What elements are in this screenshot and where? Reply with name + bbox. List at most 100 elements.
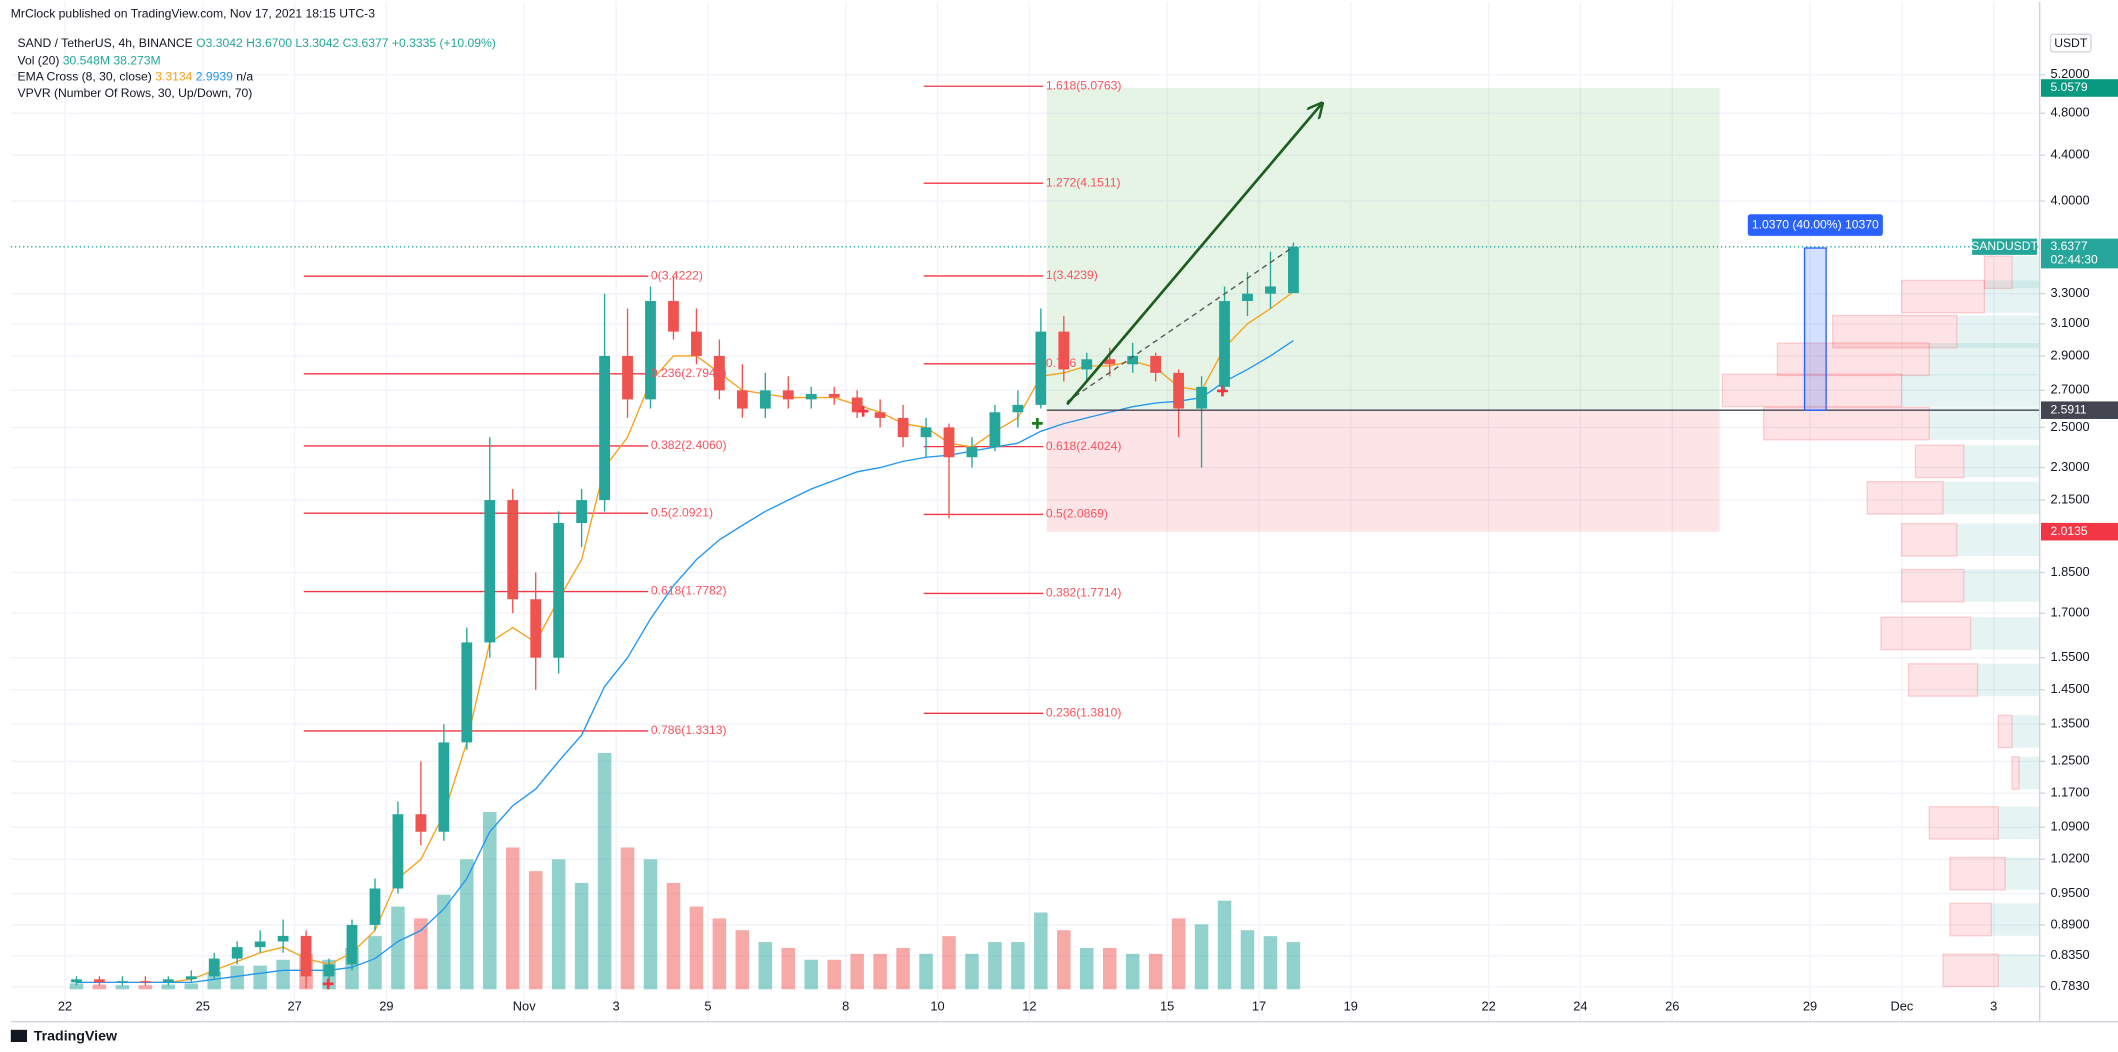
brand: TradingView — [34, 1028, 118, 1044]
volume-bar — [1125, 953, 1140, 990]
x-tick-label: 26 — [1665, 998, 1679, 1013]
candle-body — [208, 958, 220, 977]
candle-body — [1058, 331, 1070, 370]
volume-bar — [919, 953, 933, 990]
price-badge-box — [2041, 522, 2118, 541]
x-tick-label: Nov — [513, 998, 536, 1013]
vpvr-up — [1998, 954, 2040, 987]
drawings-back — [303, 85, 1720, 732]
candle-body — [874, 412, 886, 418]
candle-body — [392, 814, 404, 889]
candle-body — [139, 981, 151, 983]
x-tick-label: 12 — [1022, 998, 1036, 1013]
vpvr-up — [2012, 715, 2040, 748]
volume-bar — [460, 859, 474, 990]
volume-bar — [368, 936, 382, 990]
volume-bar — [574, 882, 589, 990]
fib-label: 0.382(1.7714) — [1046, 586, 1122, 600]
candle-body — [162, 979, 174, 983]
vpvr-down — [1900, 568, 1965, 603]
volume-bar — [551, 859, 566, 990]
indicator-value: 30.548M — [63, 54, 110, 68]
fib-label: 0.618(1.7782) — [651, 584, 727, 598]
y-tick-label: 2.3000 — [2050, 459, 2089, 474]
volume-bar — [1263, 936, 1278, 990]
vpvr-up — [1991, 903, 2040, 936]
symbol-legend: SAND / TetherUS, 4h, BINANCE O3.3042 H3.… — [18, 36, 496, 50]
candle-body — [1012, 404, 1024, 413]
publisher: MrClock published on TradingView.com, No… — [11, 6, 375, 20]
low: L3.3042 — [295, 36, 339, 50]
y-tick-label: 2.5000 — [2050, 419, 2089, 434]
candle-body — [599, 355, 610, 501]
volume-bar — [1080, 947, 1094, 990]
x-tick-label: 29 — [379, 998, 393, 1013]
price-badge: 2.0135 — [2050, 524, 2087, 538]
candle-body — [1081, 359, 1093, 370]
signal-markers — [322, 385, 1228, 990]
y-tick-label: 1.1700 — [2050, 785, 2089, 800]
candle-body — [1242, 293, 1253, 302]
volume-bar — [896, 947, 910, 990]
x-tick-label: 22 — [58, 998, 72, 1013]
vpvr-up — [1956, 523, 2040, 556]
candle-body — [782, 390, 794, 400]
volume-bar — [850, 953, 864, 990]
vpvr-down — [1866, 480, 1944, 515]
x-tick-label: 19 — [1344, 998, 1358, 1013]
drawings-front: 0(3.4222) 0.236(2.7944) 0.382(2.4060) 0.5(2… — [10, 78, 2040, 737]
volume-bar — [781, 947, 796, 990]
volume-bar — [528, 871, 543, 990]
vpvr-up — [2005, 857, 2040, 890]
last-price-badge-box — [2041, 238, 2118, 269]
candle-body — [805, 393, 817, 400]
candle-body — [1104, 359, 1116, 365]
y-tick-label: 0.9500 — [2050, 885, 2089, 900]
x-tick-label: 10 — [930, 998, 944, 1013]
candle-body — [1288, 246, 1299, 294]
candle-body — [736, 390, 748, 409]
volume-bar — [1240, 930, 1255, 990]
measure-range — [1803, 247, 1827, 411]
volume-bar — [1171, 918, 1186, 990]
y-tick-label: 1.7000 — [2050, 605, 2089, 620]
trend-line — [1066, 248, 1291, 403]
vpvr-up — [2012, 256, 2040, 289]
vpvr-up — [1970, 617, 2040, 650]
candle-body — [966, 447, 978, 458]
candle-body — [668, 301, 679, 332]
grid — [10, 1, 2040, 1022]
volume-bar — [827, 959, 841, 990]
volume-bar — [712, 918, 727, 990]
candle-body — [713, 355, 725, 391]
brand-logo — [10, 1029, 28, 1042]
y-tick-label: 2.7000 — [2050, 382, 2089, 397]
y-tick-label: 1.8500 — [2050, 564, 2089, 579]
fib-label: 0.5(2.0921) — [651, 505, 713, 519]
vpvr-down — [1983, 255, 2013, 290]
volume-bar — [1011, 942, 1025, 990]
indicator-name: Vol (20) — [18, 54, 60, 68]
candle-body — [300, 935, 312, 977]
candle-body — [759, 390, 771, 409]
y-tick-label: 4.8000 — [2050, 105, 2089, 120]
volume-bar — [643, 859, 658, 990]
x-tick-label: 29 — [1803, 998, 1817, 1013]
candle-body — [484, 500, 496, 643]
vpvr-up — [1998, 806, 2040, 840]
y-tick-label: 0.7830 — [2050, 978, 2089, 993]
candle-body — [254, 941, 266, 948]
vpvr-up — [2018, 756, 2040, 790]
fib-label: 0.5(2.0869) — [1046, 507, 1108, 521]
volume-bar — [1217, 900, 1232, 990]
symbol-badge: SANDUSDT — [1971, 239, 2038, 253]
vpvr-up — [1901, 374, 2040, 407]
candle-body — [1196, 386, 1207, 409]
vpvr-down — [1949, 902, 1993, 937]
vol-legend: Vol (20) 30.548M 38.273M — [18, 54, 161, 68]
volume-bar — [689, 906, 704, 990]
volume-bar — [184, 983, 199, 990]
plot — [71, 242, 1299, 989]
price-badge: 2.5911 — [2050, 402, 2086, 416]
vpvr-down — [1949, 856, 2006, 891]
